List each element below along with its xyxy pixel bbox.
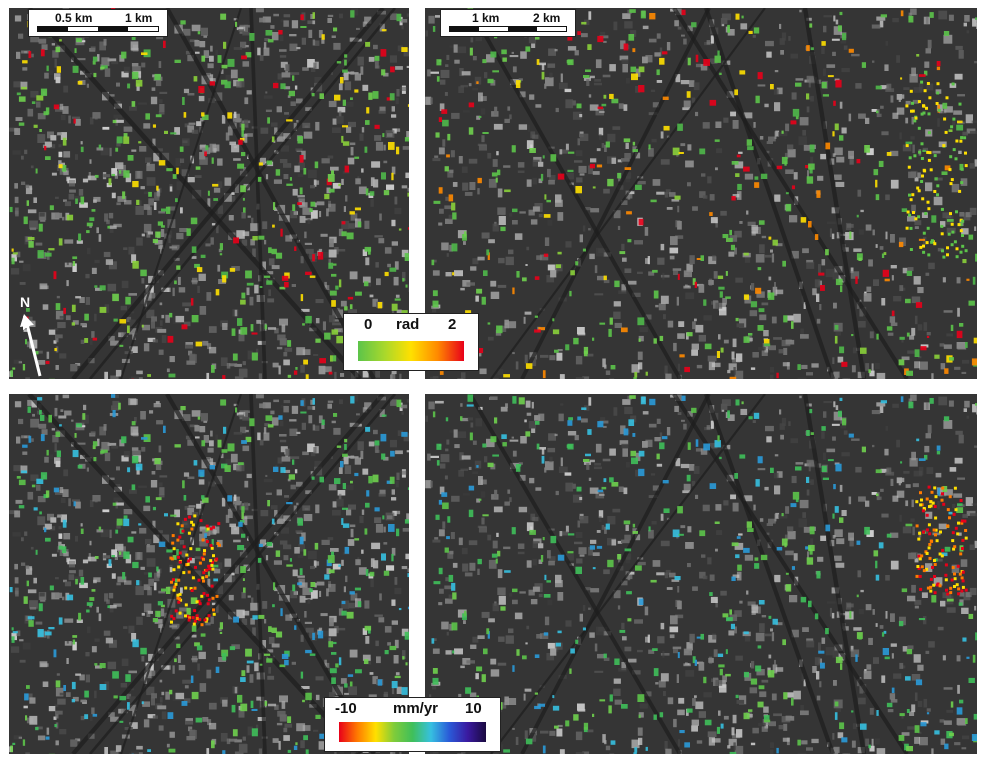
legend-unit: rad [396, 316, 420, 333]
legend-min: -10 [335, 700, 357, 717]
scale-bar-right: 1 km 2 km [440, 9, 576, 37]
north-label: N [20, 294, 31, 310]
color-ramp-phase [358, 341, 464, 361]
color-ramp-velocity [339, 722, 486, 742]
sar-image-top-right [425, 8, 977, 379]
scale-bar-graphic [449, 26, 567, 32]
legend-max: 10 [465, 700, 482, 717]
legend-phase: 0 rad 2 [343, 313, 479, 371]
sar-panel-top-right [425, 8, 977, 379]
legend-velocity: -10 mm/yr 10 [324, 697, 501, 752]
north-arrow: N [14, 294, 54, 379]
scale-tick-label: 1 km [472, 11, 500, 25]
scale-bar-left: 0.5 km 1 km [28, 9, 168, 37]
scale-bar-graphic [37, 26, 159, 32]
scale-tick-label: 2 km [533, 11, 561, 25]
scale-tick-label: 1 km [125, 11, 153, 25]
sar-panel-bottom-right [425, 394, 977, 754]
sar-panel-bottom-left [9, 394, 409, 754]
north-arrow-icon [20, 314, 42, 377]
scale-tick-label: 0.5 km [55, 11, 93, 25]
legend-min: 0 [364, 316, 373, 333]
sar-image-bottom-right [425, 394, 977, 754]
legend-unit: mm/yr [393, 700, 439, 717]
sar-image-bottom-left [9, 394, 409, 754]
legend-max: 2 [448, 316, 457, 333]
